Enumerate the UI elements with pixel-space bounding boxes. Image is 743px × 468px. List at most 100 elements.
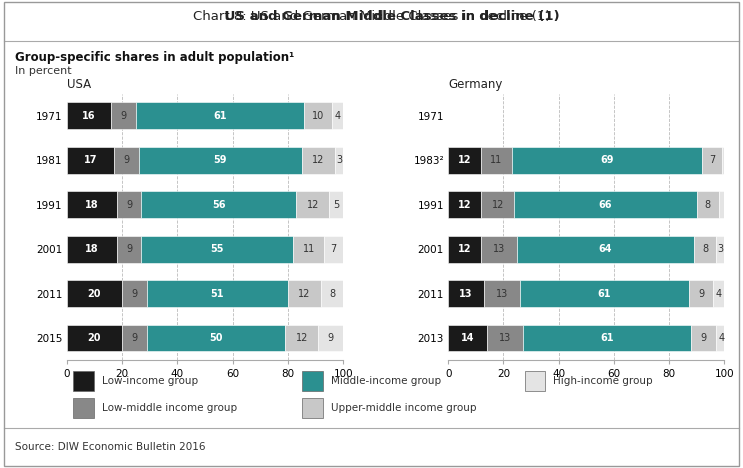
Text: 13: 13 bbox=[499, 333, 511, 343]
Text: 61: 61 bbox=[597, 289, 611, 299]
Bar bbox=[147, 280, 288, 307]
Text: 12: 12 bbox=[492, 200, 504, 210]
Bar bbox=[719, 191, 724, 218]
Bar bbox=[448, 147, 481, 174]
Text: 66: 66 bbox=[599, 200, 612, 210]
Text: 13: 13 bbox=[459, 289, 473, 299]
Text: 5: 5 bbox=[333, 200, 340, 210]
Text: Chart 8: US and German Middle Classes in decline (1): Chart 8: US and German Middle Classes in… bbox=[192, 10, 551, 23]
Text: Low-income group: Low-income group bbox=[103, 376, 198, 386]
Bar bbox=[448, 191, 481, 218]
Bar bbox=[689, 280, 713, 307]
Text: 18: 18 bbox=[85, 244, 99, 254]
Bar bbox=[305, 102, 332, 129]
Text: 9: 9 bbox=[132, 333, 137, 343]
Bar bbox=[332, 102, 343, 129]
Bar bbox=[514, 191, 697, 218]
Bar bbox=[484, 280, 520, 307]
Text: 10: 10 bbox=[312, 111, 325, 121]
Bar bbox=[296, 191, 329, 218]
Text: 11: 11 bbox=[490, 155, 502, 165]
Text: 12: 12 bbox=[312, 155, 325, 165]
Bar bbox=[702, 147, 721, 174]
Text: 69: 69 bbox=[600, 155, 614, 165]
Text: 12: 12 bbox=[298, 289, 311, 299]
Bar bbox=[141, 191, 296, 218]
Bar bbox=[523, 325, 691, 351]
Bar bbox=[324, 236, 343, 263]
Bar bbox=[117, 191, 141, 218]
Text: 8: 8 bbox=[705, 200, 711, 210]
Bar bbox=[318, 325, 343, 351]
Bar bbox=[136, 102, 305, 129]
Text: 9: 9 bbox=[701, 333, 707, 343]
Bar bbox=[487, 325, 523, 351]
Text: 20: 20 bbox=[88, 333, 101, 343]
Bar bbox=[481, 147, 512, 174]
Text: 9: 9 bbox=[328, 333, 334, 343]
Bar bbox=[517, 236, 694, 263]
Bar bbox=[111, 102, 136, 129]
Text: 7: 7 bbox=[331, 244, 337, 254]
Text: 3: 3 bbox=[717, 244, 724, 254]
Text: Upper-middle income group: Upper-middle income group bbox=[331, 403, 476, 413]
Bar bbox=[716, 236, 724, 263]
Text: 17: 17 bbox=[84, 155, 97, 165]
Bar bbox=[302, 398, 323, 418]
Text: 9: 9 bbox=[120, 111, 126, 121]
Text: 20: 20 bbox=[88, 289, 101, 299]
Text: 8: 8 bbox=[702, 244, 708, 254]
Bar bbox=[67, 147, 114, 174]
Text: 12: 12 bbox=[458, 155, 472, 165]
Text: 13: 13 bbox=[493, 244, 505, 254]
Bar bbox=[74, 371, 94, 391]
Bar bbox=[67, 325, 122, 351]
Text: 51: 51 bbox=[211, 289, 224, 299]
Bar bbox=[122, 280, 147, 307]
Text: 3: 3 bbox=[336, 155, 342, 165]
Text: 55: 55 bbox=[211, 244, 224, 254]
Text: 61: 61 bbox=[600, 333, 614, 343]
Text: 9: 9 bbox=[132, 289, 137, 299]
Text: Germany: Germany bbox=[448, 78, 502, 91]
Bar bbox=[697, 191, 719, 218]
Text: 9: 9 bbox=[126, 244, 132, 254]
Bar bbox=[713, 280, 724, 307]
Bar bbox=[288, 280, 321, 307]
Bar bbox=[67, 102, 111, 129]
Bar bbox=[481, 236, 517, 263]
Text: 50: 50 bbox=[210, 333, 223, 343]
Text: 9: 9 bbox=[126, 200, 132, 210]
Text: 4: 4 bbox=[716, 289, 722, 299]
Text: Group-specific shares in adult population¹: Group-specific shares in adult populatio… bbox=[15, 51, 294, 64]
Bar bbox=[525, 371, 545, 391]
Text: High-income group: High-income group bbox=[554, 376, 653, 386]
Bar bbox=[141, 236, 293, 263]
Text: 18: 18 bbox=[85, 200, 99, 210]
Bar bbox=[448, 325, 487, 351]
Bar bbox=[520, 280, 689, 307]
Bar bbox=[302, 147, 335, 174]
Text: 9: 9 bbox=[123, 155, 129, 165]
Bar bbox=[293, 236, 324, 263]
Text: 9: 9 bbox=[698, 289, 704, 299]
Text: 7: 7 bbox=[709, 155, 715, 165]
Bar bbox=[67, 236, 117, 263]
Text: Low-middle income group: Low-middle income group bbox=[103, 403, 237, 413]
Text: 8: 8 bbox=[329, 289, 335, 299]
Bar bbox=[694, 236, 716, 263]
Text: 64: 64 bbox=[599, 244, 612, 254]
Bar bbox=[114, 147, 139, 174]
Text: 14: 14 bbox=[461, 333, 474, 343]
Text: 16: 16 bbox=[82, 111, 96, 121]
Bar bbox=[448, 236, 481, 263]
Text: Source: DIW Economic Bulletin 2016: Source: DIW Economic Bulletin 2016 bbox=[15, 442, 205, 452]
Text: 56: 56 bbox=[212, 200, 226, 210]
Bar bbox=[721, 147, 727, 174]
Bar bbox=[285, 325, 318, 351]
Bar bbox=[512, 147, 702, 174]
Text: 12: 12 bbox=[458, 244, 472, 254]
Bar bbox=[448, 280, 484, 307]
Text: 11: 11 bbox=[302, 244, 315, 254]
Bar bbox=[67, 280, 122, 307]
